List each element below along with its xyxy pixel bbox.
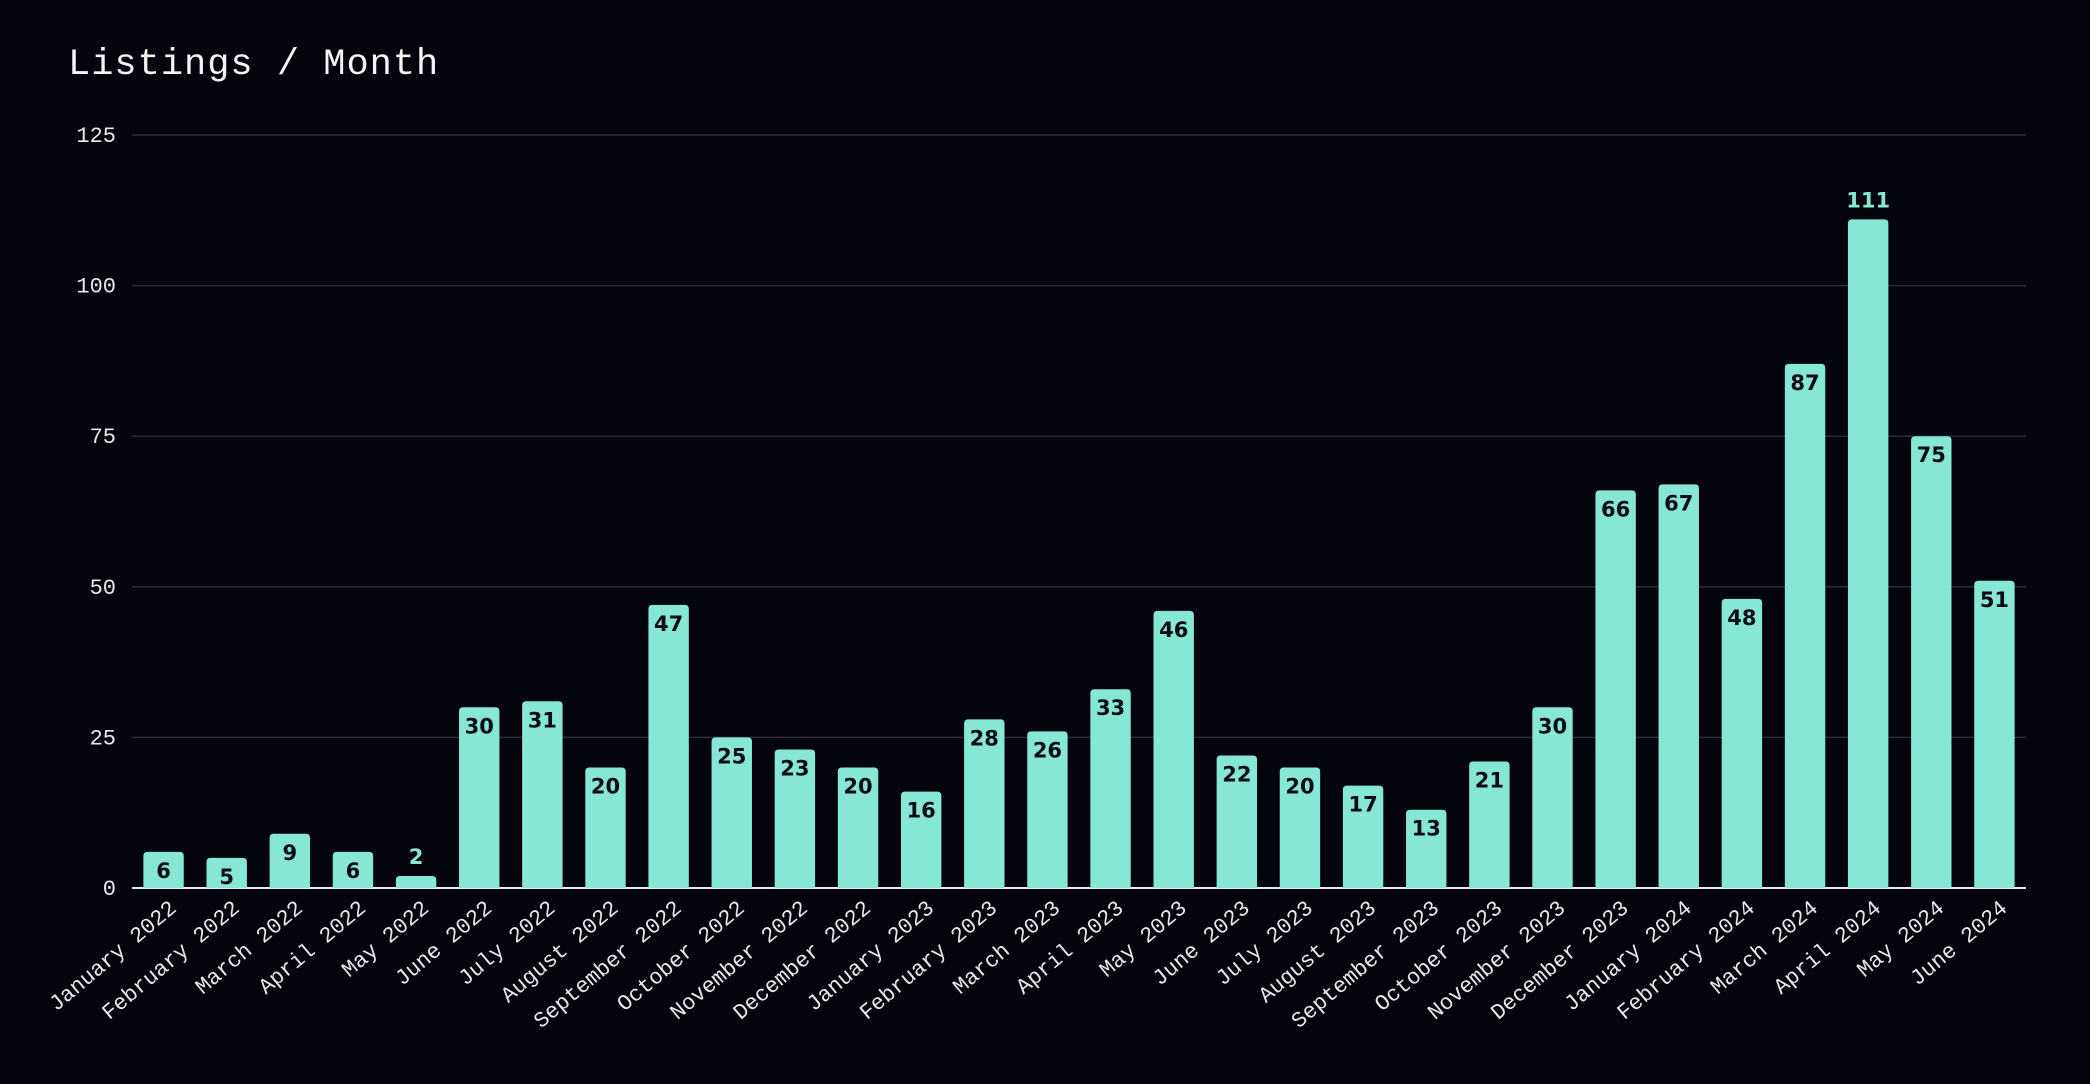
bar [585, 767, 626, 888]
x-tick-label: April 2023 [1012, 896, 1129, 1000]
bar-value-label: 51 [1980, 588, 2009, 612]
bar [269, 833, 311, 888]
bar-value-label: 2 [409, 845, 424, 869]
bar-value-label: 30 [465, 714, 494, 738]
bar-value-label: 33 [1096, 696, 1125, 720]
x-tick-label: March 2023 [949, 896, 1066, 1000]
bar-value-label: 31 [528, 708, 557, 732]
bar [1469, 761, 1510, 888]
x-tick-label: April 2024 [1769, 896, 1886, 1000]
bar-value-label: 66 [1601, 497, 1630, 521]
x-tick-label: March 2022 [191, 896, 308, 1000]
bar [774, 749, 816, 888]
bar-value-label: 26 [1033, 738, 1062, 762]
bar-value-label: 9 [283, 841, 298, 865]
bar-value-label: 87 [1790, 371, 1819, 395]
bar [1911, 436, 1952, 888]
bar [1153, 610, 1194, 888]
bar [1974, 580, 2015, 888]
bar-value-label: 6 [346, 859, 361, 883]
bar-value-label: 75 [1917, 443, 1946, 467]
bar [1532, 707, 1573, 888]
bar-value-label: 48 [1727, 606, 1756, 630]
bar-value-label: 67 [1664, 491, 1693, 515]
bar [711, 737, 752, 888]
bar-value-label: 28 [970, 726, 999, 750]
y-tick-label: 75 [90, 425, 116, 450]
bar [1847, 219, 1889, 888]
bar-value-label: 13 [1412, 817, 1441, 841]
y-tick-label: 0 [103, 877, 116, 902]
bar-value-label: 47 [654, 612, 683, 636]
bar-value-label: 46 [1159, 618, 1188, 642]
bar-value-label: 23 [780, 756, 809, 780]
bar-value-label: 21 [1475, 768, 1504, 792]
bar [1216, 755, 1258, 888]
bar-value-label: 20 [591, 775, 620, 799]
bar [522, 701, 563, 888]
x-tick-label: March 2024 [1706, 896, 1823, 1000]
bar [459, 707, 500, 888]
y-tick-label: 125 [76, 124, 116, 149]
y-tick-label: 25 [90, 726, 116, 751]
bar-value-label: 25 [717, 744, 746, 768]
bar-value-label: 6 [156, 859, 171, 883]
bar-value-label: 22 [1222, 762, 1251, 786]
bar-value-label: 111 [1846, 188, 1890, 212]
bar [1721, 598, 1763, 888]
bar-value-label: 20 [1285, 775, 1314, 799]
bar [395, 875, 437, 888]
bar [837, 767, 879, 888]
bar-value-label: 17 [1348, 793, 1377, 817]
bar [1027, 731, 1068, 888]
bar-value-label: 5 [219, 865, 234, 889]
bar [964, 719, 1005, 888]
bar [206, 857, 247, 888]
bar [1595, 490, 1636, 888]
bar [1658, 484, 1699, 888]
x-tick-label: April 2022 [254, 896, 371, 1000]
y-tick-label: 50 [90, 576, 116, 601]
bar [1784, 363, 1826, 888]
bar [143, 851, 184, 888]
bar-value-label: 16 [907, 799, 936, 823]
y-tick-label: 100 [76, 275, 116, 300]
bar [1406, 809, 1447, 888]
bar [648, 604, 689, 888]
bar [900, 791, 942, 888]
bar [332, 851, 374, 888]
bar-value-label: 30 [1538, 714, 1567, 738]
bar [1090, 689, 1131, 888]
bar [1342, 785, 1384, 888]
bar-value-label: 20 [843, 775, 872, 799]
bar [1279, 767, 1321, 888]
chart-title: Listings / Month [68, 44, 440, 86]
